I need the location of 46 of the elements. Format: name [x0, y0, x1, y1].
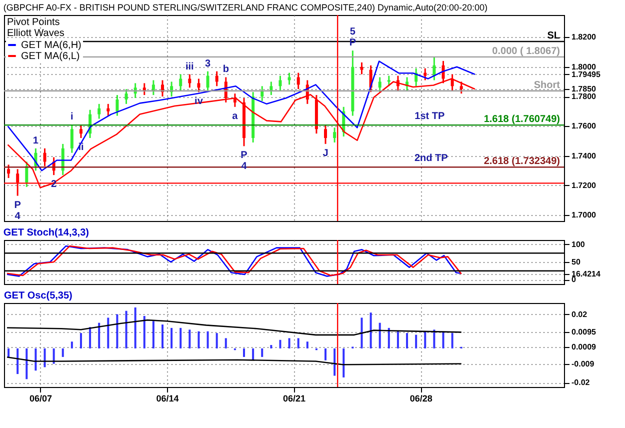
y-tick-label: 1.7800	[572, 92, 597, 102]
annotation: 5	[350, 26, 356, 38]
x-tick-label: 06/14	[156, 394, 179, 404]
annotation: 4	[14, 210, 21, 222]
annotation: 3	[204, 58, 211, 70]
annotation: ii	[78, 142, 84, 154]
ref-line-label: 2.618 (1.732349)	[484, 156, 560, 168]
y-tick-label: 0.02	[572, 310, 588, 319]
y-tick-label: 0.0095	[572, 328, 597, 337]
ref-line-label: SL	[547, 30, 560, 42]
ref-line-label: 1.618 (1.760749)	[484, 114, 560, 126]
y-tick-label: 1.8200	[572, 32, 597, 42]
y-tick-label: 1.7600	[572, 122, 597, 131]
legend-label: GET MA(6,H)	[21, 40, 82, 51]
legend-label: GET MA(6,L)	[21, 51, 80, 62]
annotation: P	[14, 200, 22, 211]
annotation: b	[222, 64, 229, 76]
y-tick-label: 1.7000	[572, 210, 597, 220]
annotation: i	[70, 112, 74, 123]
y-tick-label: 100	[572, 240, 586, 249]
y-tick-label: -0.009	[572, 359, 595, 368]
chart-title: (GBPCHF A0-FX - BRITISH POUND STERLING/SWITZERLAND FRANC COMPOSITE,240) Dynamic,Auto(20:00-20:00)	[3, 2, 488, 12]
chart-title: GET Osc(5,35)	[4, 290, 72, 302]
y-tick-label: 50	[572, 258, 581, 266]
ref-line-label: 0.000 ( 1.8067)	[492, 46, 560, 57]
annotation: Elliott Waves	[7, 28, 64, 39]
y-tick-label: 1.79495	[572, 70, 601, 79]
annotation: iii	[185, 61, 194, 72]
annotation: a	[232, 110, 238, 122]
x-tick-label: 06/07	[29, 394, 52, 404]
y-tick-label: -0.02	[572, 378, 590, 388]
y-tick-label: 0.0009	[572, 342, 597, 352]
annotation: P	[240, 150, 248, 162]
annotation: 2nd TP	[414, 153, 448, 164]
annotation: J	[322, 148, 328, 159]
annotation: 1	[32, 135, 39, 146]
chart-title: GET Stoch(14,3,3)	[3, 227, 89, 238]
ref-line-label: Short	[534, 80, 561, 91]
annotation: 1st TP	[414, 111, 445, 122]
x-tick-label: 06/28	[410, 394, 432, 404]
y-tick-label: 1.7850	[572, 84, 597, 94]
y-tick-label: 1.7200	[572, 180, 597, 190]
y-tick-label: 1.7400	[572, 151, 597, 160]
x-tick-label: 06/21	[283, 394, 306, 404]
y-tick-label: 1.8000	[572, 62, 597, 72]
annotation: Pivot Points	[7, 17, 60, 28]
